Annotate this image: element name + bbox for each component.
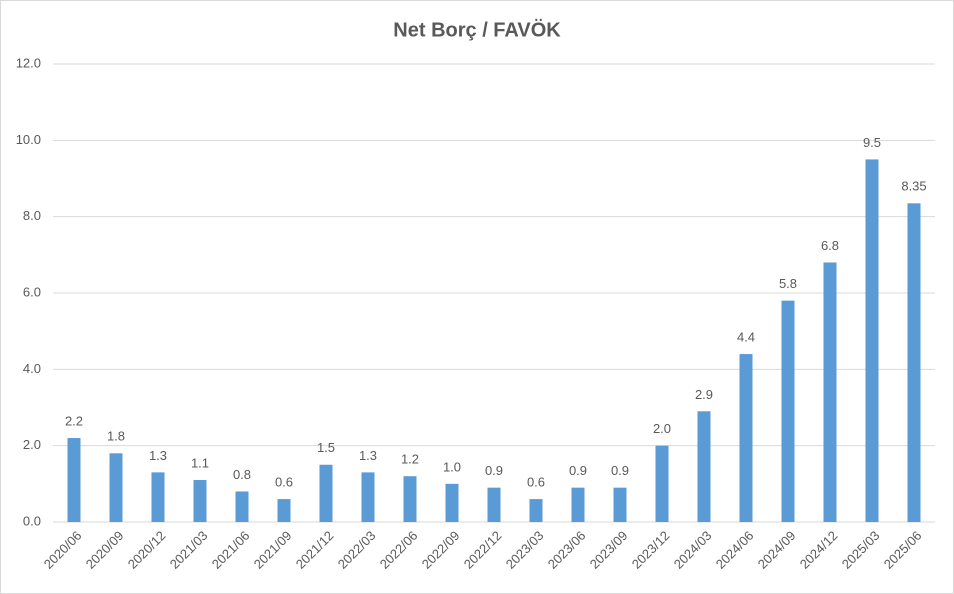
- data-label: 1.0: [443, 459, 461, 474]
- bar: [907, 203, 921, 522]
- bar: [403, 476, 417, 522]
- data-label: 0.9: [611, 463, 629, 478]
- y-tick-label: 10.0: [16, 132, 41, 147]
- bar: [781, 300, 795, 522]
- bar: [865, 159, 879, 522]
- bar: [445, 483, 459, 522]
- bar: [193, 480, 207, 522]
- data-label: 2.2: [65, 413, 83, 428]
- data-label: 1.3: [149, 448, 167, 463]
- bar: [361, 472, 375, 522]
- bar: [319, 464, 333, 522]
- bar: [739, 354, 753, 522]
- data-label: 9.5: [863, 135, 881, 150]
- data-label: 1.2: [401, 452, 419, 467]
- data-label: 1.3: [359, 448, 377, 463]
- data-label: 6.8: [821, 238, 839, 253]
- bar: [529, 499, 543, 522]
- bar: [277, 499, 291, 522]
- bar: [697, 411, 711, 522]
- bar: [571, 487, 585, 522]
- bar: [67, 438, 81, 522]
- y-tick-label: 4.0: [23, 361, 41, 376]
- data-label: 1.1: [191, 455, 209, 470]
- data-label: 0.9: [569, 463, 587, 478]
- data-label: 4.4: [737, 330, 755, 345]
- data-label: 0.9: [485, 463, 503, 478]
- y-tick-label: 12.0: [16, 55, 41, 70]
- y-tick-label: 6.0: [23, 284, 41, 299]
- bar: [109, 453, 123, 522]
- data-label: 1.8: [107, 429, 125, 444]
- bar: [235, 491, 249, 522]
- data-label: 5.8: [779, 276, 797, 291]
- y-tick-label: 8.0: [23, 208, 41, 223]
- data-label: 0.6: [527, 475, 545, 490]
- bar: [823, 262, 837, 522]
- bar: [487, 487, 501, 522]
- chart-title: Net Borç / FAVÖK: [393, 18, 561, 41]
- y-tick-label: 2.0: [23, 437, 41, 452]
- data-label: 0.6: [275, 475, 293, 490]
- data-label: 2.9: [695, 387, 713, 402]
- bar: [151, 472, 165, 522]
- y-tick-label: 0.0: [23, 513, 41, 528]
- bar: [613, 487, 627, 522]
- data-label: 8.35: [901, 179, 926, 194]
- bar: [655, 445, 669, 522]
- data-label: 0.8: [233, 467, 251, 482]
- data-label: 2.0: [653, 421, 671, 436]
- data-label: 1.5: [317, 440, 335, 455]
